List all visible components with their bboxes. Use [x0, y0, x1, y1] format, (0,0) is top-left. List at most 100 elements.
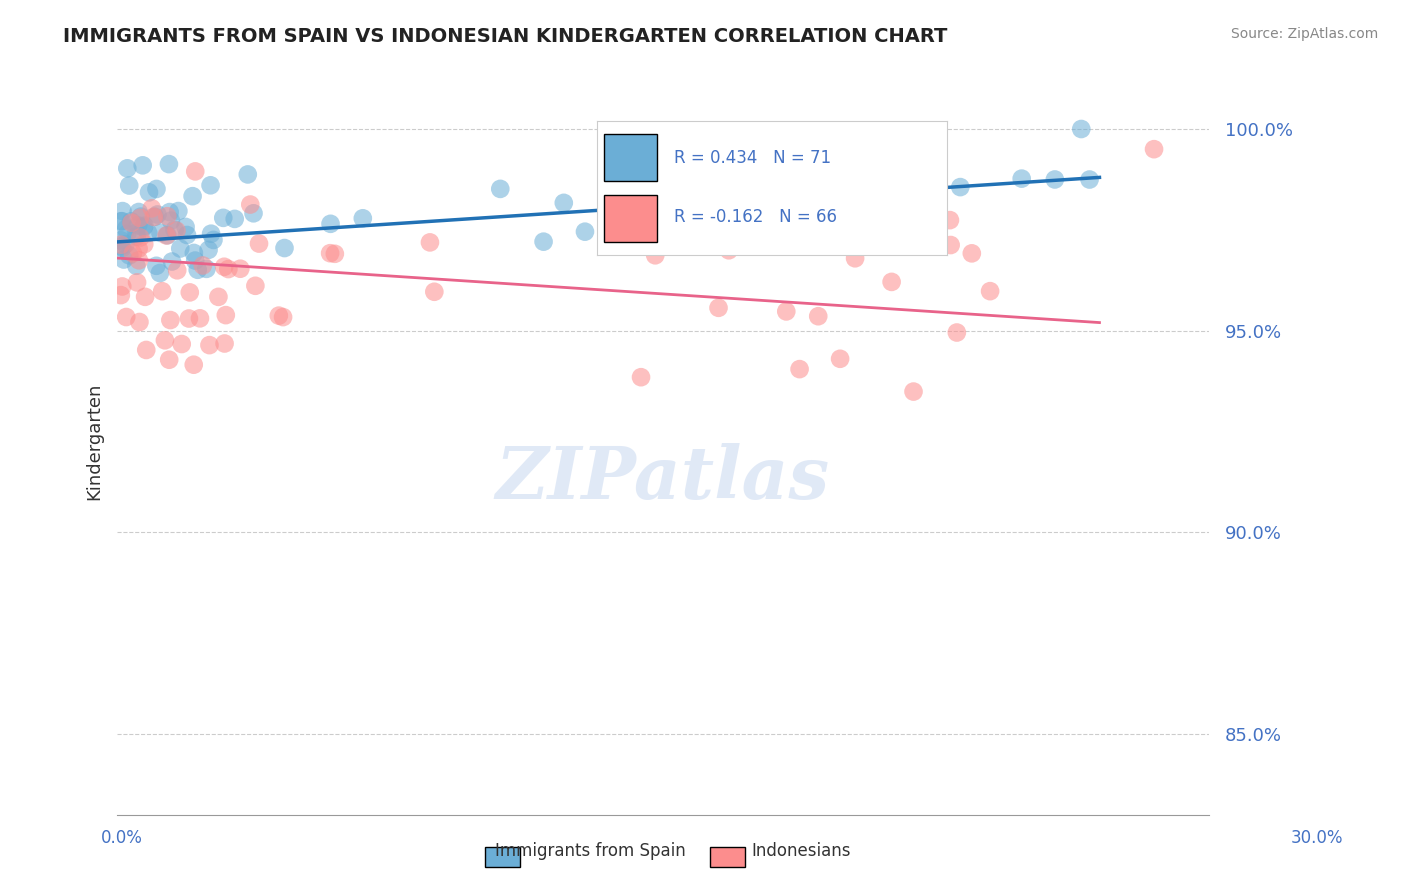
- Point: [143, 210, 166, 224]
- Point: [176, 227, 198, 242]
- Text: ZIPatlas: ZIPatlas: [496, 443, 830, 515]
- Point: [129, 230, 152, 244]
- Point: [187, 262, 209, 277]
- Point: [200, 227, 222, 241]
- Point: [215, 308, 238, 322]
- Point: [1070, 122, 1092, 136]
- Point: [111, 204, 134, 219]
- Point: [267, 309, 290, 323]
- Point: [907, 154, 929, 169]
- Point: [110, 233, 132, 247]
- Point: [939, 213, 962, 227]
- Point: [110, 237, 132, 252]
- Point: [128, 315, 150, 329]
- Point: [179, 285, 201, 300]
- Point: [202, 233, 225, 247]
- Point: [149, 266, 172, 280]
- Point: [115, 310, 138, 324]
- Point: [423, 285, 446, 299]
- Point: [181, 189, 204, 203]
- Point: [115, 227, 138, 241]
- Point: [1078, 172, 1101, 186]
- Point: [150, 284, 173, 298]
- Point: [167, 204, 190, 219]
- Point: [239, 197, 262, 211]
- Point: [118, 248, 141, 262]
- Text: IMMIGRANTS FROM SPAIN VS INDONESIAN KINDERGARTEN CORRELATION CHART: IMMIGRANTS FROM SPAIN VS INDONESIAN KIND…: [63, 27, 948, 45]
- Point: [174, 219, 197, 234]
- Point: [138, 186, 160, 200]
- Point: [125, 229, 148, 244]
- Point: [121, 216, 143, 230]
- Point: [128, 242, 150, 256]
- Point: [247, 236, 270, 251]
- Point: [419, 235, 441, 250]
- Point: [830, 351, 852, 366]
- Point: [134, 237, 156, 252]
- Text: Source: ZipAtlas.com: Source: ZipAtlas.com: [1230, 27, 1378, 41]
- Point: [125, 276, 148, 290]
- Point: [880, 275, 903, 289]
- Point: [191, 259, 214, 273]
- Point: [716, 153, 738, 168]
- Point: [766, 212, 789, 227]
- Point: [224, 211, 246, 226]
- Point: [183, 246, 205, 260]
- Point: [141, 202, 163, 216]
- Point: [118, 178, 141, 193]
- Point: [1143, 142, 1166, 156]
- Point: [142, 210, 165, 224]
- Point: [111, 279, 134, 293]
- Point: [960, 246, 983, 260]
- Point: [212, 260, 235, 274]
- Point: [111, 214, 134, 228]
- Point: [652, 164, 675, 178]
- Point: [125, 226, 148, 240]
- Point: [145, 182, 167, 196]
- Point: [166, 263, 188, 277]
- Y-axis label: Kindergarten: Kindergarten: [86, 383, 103, 500]
- Point: [128, 253, 150, 268]
- Text: 30.0%: 30.0%: [1291, 829, 1343, 847]
- Point: [214, 336, 236, 351]
- Point: [111, 241, 134, 255]
- Point: [207, 290, 229, 304]
- Point: [195, 261, 218, 276]
- Point: [229, 261, 252, 276]
- Point: [169, 242, 191, 256]
- Point: [157, 157, 180, 171]
- Point: [177, 311, 200, 326]
- Point: [125, 259, 148, 273]
- Point: [775, 304, 797, 318]
- Point: [553, 195, 575, 210]
- Text: Immigrants from Spain: Immigrants from Spain: [495, 842, 686, 860]
- Point: [128, 205, 150, 219]
- Point: [184, 253, 207, 268]
- Point: [117, 161, 139, 176]
- Point: [153, 333, 176, 347]
- Point: [212, 211, 235, 225]
- Point: [149, 226, 172, 240]
- Point: [533, 235, 555, 249]
- Point: [574, 225, 596, 239]
- Point: [807, 310, 830, 324]
- Point: [134, 290, 156, 304]
- Point: [129, 210, 152, 224]
- Point: [160, 254, 183, 268]
- Point: [761, 210, 783, 224]
- Point: [197, 243, 219, 257]
- Text: Indonesians: Indonesians: [752, 842, 851, 860]
- Point: [156, 209, 179, 223]
- Point: [160, 213, 183, 227]
- Point: [159, 313, 181, 327]
- Point: [163, 223, 186, 237]
- Point: [183, 358, 205, 372]
- Point: [717, 244, 740, 258]
- Point: [946, 326, 969, 340]
- Point: [134, 219, 156, 233]
- Point: [1043, 172, 1066, 186]
- Point: [156, 228, 179, 243]
- Point: [146, 207, 169, 221]
- Point: [114, 237, 136, 252]
- Point: [198, 338, 221, 352]
